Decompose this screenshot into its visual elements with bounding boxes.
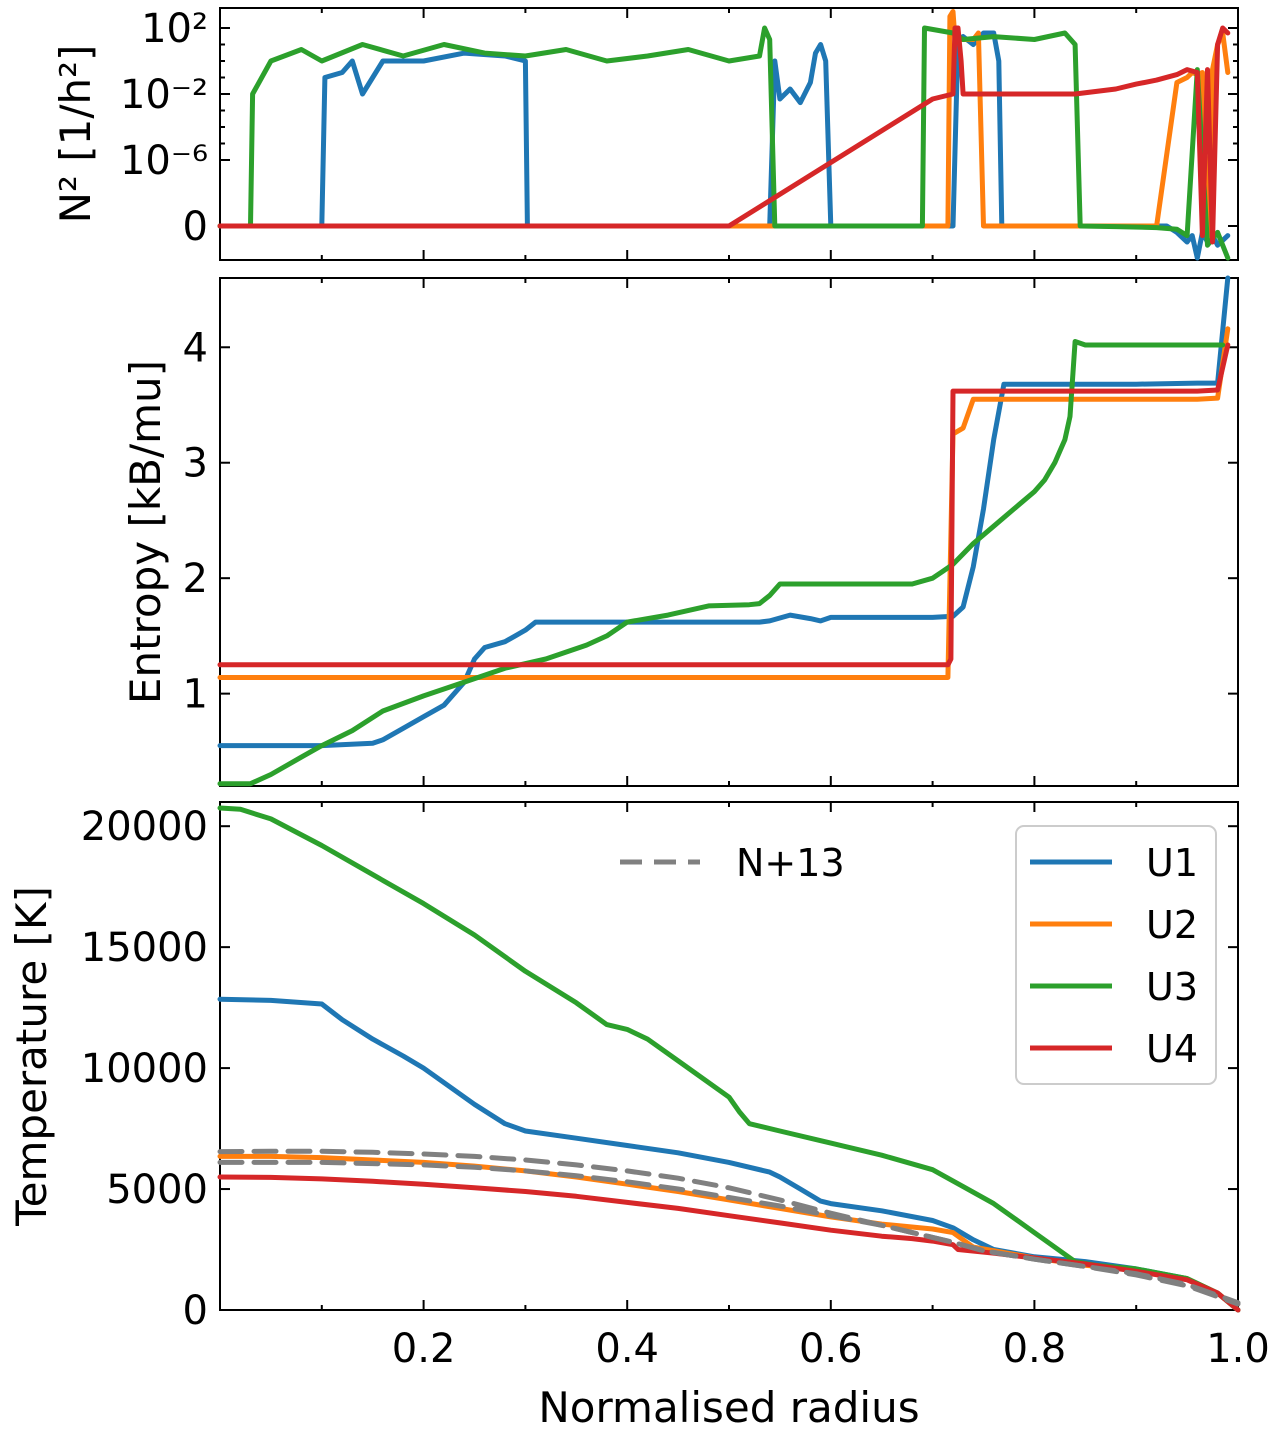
legend: N+13 U1 U2 U3 U4 [620, 825, 1217, 1085]
legend-label-u4: U4 [1146, 1027, 1198, 1071]
series-line-u3 [217, 25, 1231, 261]
y-tick-label: 5000 [106, 1167, 208, 1213]
panel-temperature: 0.2 0.4 0.6 0.8 1.0 0 5000 10000 15000 20000 Temp… [7, 801, 1270, 1432]
series-line-u4 [217, 1174, 1241, 1313]
x-tick-label: 0.8 [1003, 1326, 1067, 1372]
panel-entropy-series [217, 275, 1231, 787]
panel-entropy-ticks: 1 2 3 4 [183, 278, 1239, 786]
panel-temperature-ticks: 0.2 0.4 0.6 0.8 1.0 0 5000 10000 15000 20000 [81, 802, 1270, 1372]
legend-label-n13: N+13 [736, 841, 845, 885]
panel-n2-ticks: 0 10⁻⁶ 10⁻² 10² [120, 6, 1239, 260]
x-tick-label: 0.2 [392, 1326, 456, 1372]
legend-box [1015, 825, 1217, 1085]
y-tick-label: 15000 [81, 925, 208, 971]
series-line-u1 [217, 30, 1231, 261]
panel-entropy-ylabel: Entropy [kB/mu] [121, 360, 170, 704]
series-line-u1 [217, 275, 1231, 749]
panel-n2: 0 10⁻⁶ 10⁻² 10² N² [1/h²] [51, 6, 1239, 261]
x-tick-label: 0.4 [595, 1326, 659, 1372]
series-line-u4 [217, 342, 1231, 668]
series-line-u2 [217, 326, 1231, 680]
y-tick-label: 2 [183, 556, 208, 602]
y-tick-label: 3 [183, 441, 208, 487]
legend-label-u3: U3 [1146, 965, 1198, 1009]
legend-label-u1: U1 [1146, 841, 1198, 885]
panel-temperature-series [217, 805, 1241, 1313]
series-line-u3 [217, 339, 1226, 787]
y-tick-label: 0 [183, 204, 208, 250]
panel-n2-series [217, 9, 1231, 261]
y-tick-label: 4 [183, 325, 208, 371]
y-tick-label: 10⁻² [120, 72, 208, 118]
y-tick-label: 1 [183, 672, 208, 718]
x-tick-label: 1.0 [1206, 1326, 1270, 1372]
panel-n2-ylabel: N² [1/h²] [51, 45, 100, 224]
legend-label-u2: U2 [1146, 903, 1198, 947]
panel-temperature-ylabel: Temperature [K] [7, 886, 56, 1227]
x-tick-label: 0.6 [799, 1326, 863, 1372]
panel-temperature-xlabel: Normalised radius [538, 1383, 919, 1432]
series-line-n-13 [217, 1159, 1241, 1307]
y-tick-label: 10² [141, 6, 208, 52]
y-tick-label: 10⁻⁶ [120, 138, 208, 184]
series-line-n-13 [217, 1148, 1241, 1306]
y-tick-label: 20000 [81, 804, 208, 850]
y-tick-label: 10000 [81, 1046, 208, 1092]
series-line-u4 [217, 25, 1231, 245]
panel-entropy: 1 2 3 4 Entropy [kB/mu] [121, 275, 1239, 787]
y-tick-label: 0 [183, 1288, 208, 1334]
panel-entropy-frame [219, 277, 1239, 787]
